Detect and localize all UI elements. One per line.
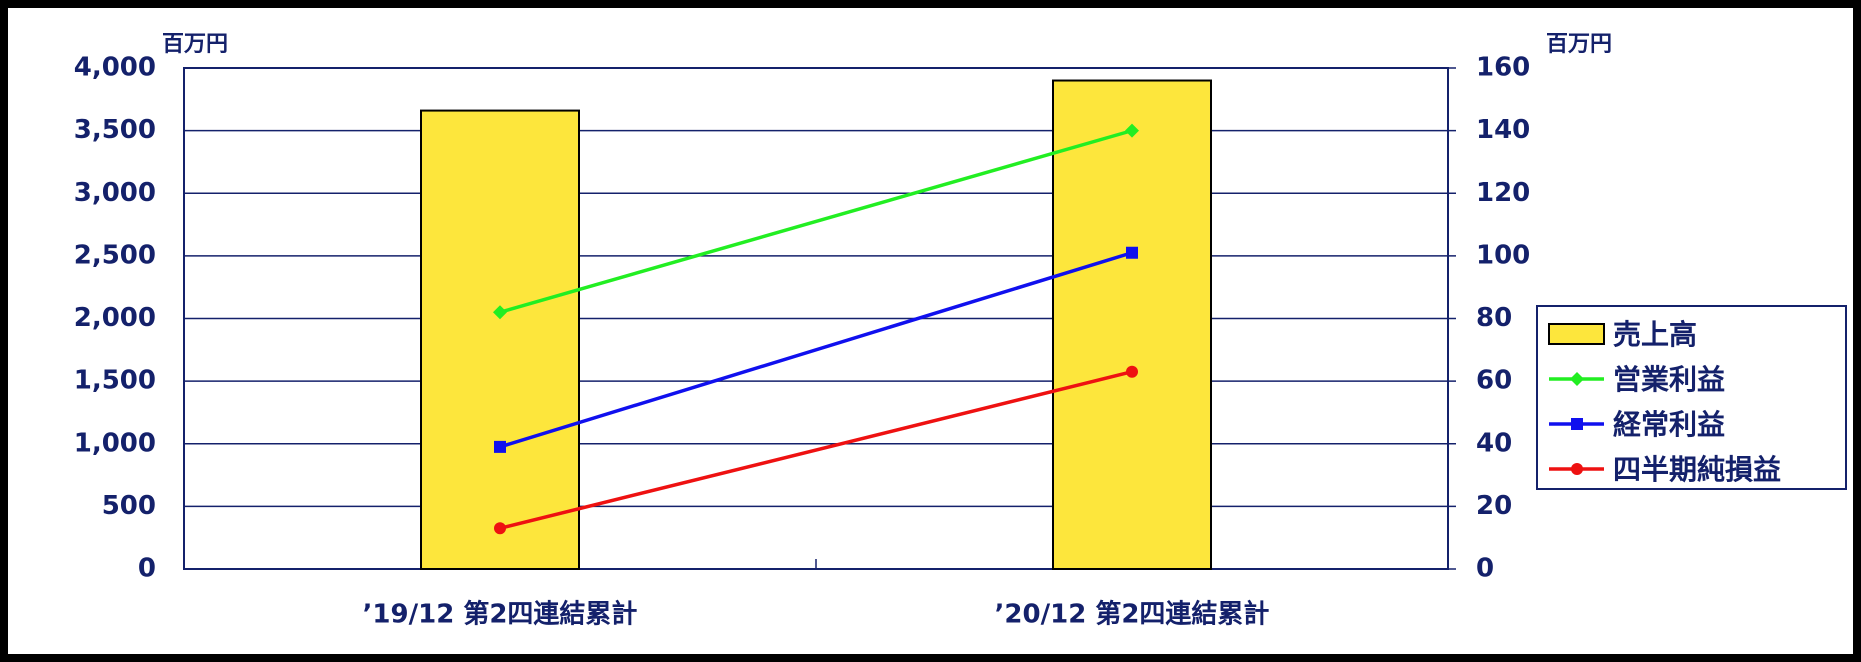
y2-tick-label: 40: [1476, 428, 1512, 458]
legend-label: 営業利益: [1613, 363, 1725, 396]
legend-label: 売上高: [1613, 318, 1697, 351]
y2-tick-label: 80: [1476, 303, 1512, 333]
bar: [420, 109, 580, 571]
marker: [1126, 246, 1138, 259]
y-tick-label: 3,000: [74, 178, 156, 208]
y-unit: 百万円: [162, 32, 228, 57]
y-tick-label: 0: [138, 554, 156, 584]
y2-tick-label: 60: [1476, 366, 1512, 396]
x-tick-label: ’19/12 第2四連結累計: [363, 599, 638, 630]
legend-marker: [1571, 463, 1583, 475]
marker: [1126, 365, 1138, 378]
line: [499, 251, 1133, 449]
line: [499, 370, 1133, 530]
y2-tick-label: 0: [1476, 554, 1494, 584]
y2-tick-label: 160: [1476, 53, 1530, 83]
y2-tick-label: 140: [1476, 115, 1530, 145]
marker: [494, 440, 506, 453]
legend-label: 四半期純損益: [1613, 453, 1781, 486]
marker: [493, 305, 507, 320]
legend-swatch: [1548, 323, 1605, 345]
marker: [1125, 123, 1139, 138]
legend-marker: [1570, 372, 1584, 386]
line: [499, 128, 1133, 314]
bar: [1052, 79, 1212, 571]
y2-tick-label: 100: [1476, 240, 1530, 270]
y2-tick-label: 120: [1476, 178, 1530, 208]
x-tick-label: ’20/12 第2四連結累計: [995, 599, 1270, 630]
y-tick-label: 1,000: [74, 428, 156, 458]
y-tick-label: 3,500: [74, 115, 156, 145]
y-tick-label: 500: [102, 491, 156, 521]
y-tick-label: 4,000: [74, 53, 156, 83]
y-tick-label: 2,500: [74, 240, 156, 270]
marker: [494, 522, 506, 535]
y-tick-label: 2,000: [74, 303, 156, 333]
y-tick-label: 1,500: [74, 366, 156, 396]
y2-unit: 百万円: [1546, 32, 1612, 57]
legend-label: 経常利益: [1613, 408, 1725, 441]
legend-marker: [1571, 418, 1583, 430]
y2-tick-label: 20: [1476, 491, 1512, 521]
